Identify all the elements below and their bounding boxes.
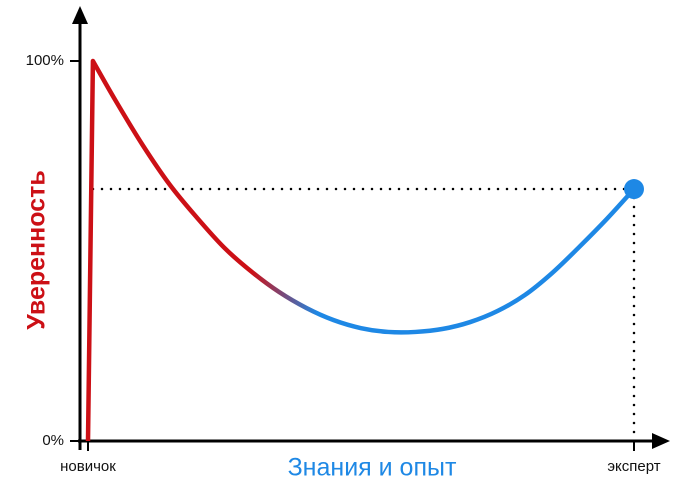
x-axis-label: Знания и опыт: [288, 454, 457, 482]
end-marker: [624, 179, 644, 200]
x-axis-arrow: [652, 433, 670, 449]
y-axis-arrow: [72, 6, 88, 24]
y-tick-label: 100%: [26, 52, 64, 69]
y-axis-label: Уверенность: [23, 170, 51, 329]
curve: [85, 58, 636, 442]
x-tick-label: новичок: [60, 458, 116, 475]
y-tick-label: 0%: [42, 432, 64, 449]
x-tick-label: эксперт: [607, 458, 660, 475]
